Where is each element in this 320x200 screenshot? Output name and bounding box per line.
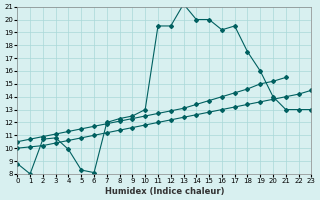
X-axis label: Humidex (Indice chaleur): Humidex (Indice chaleur) — [105, 187, 224, 196]
